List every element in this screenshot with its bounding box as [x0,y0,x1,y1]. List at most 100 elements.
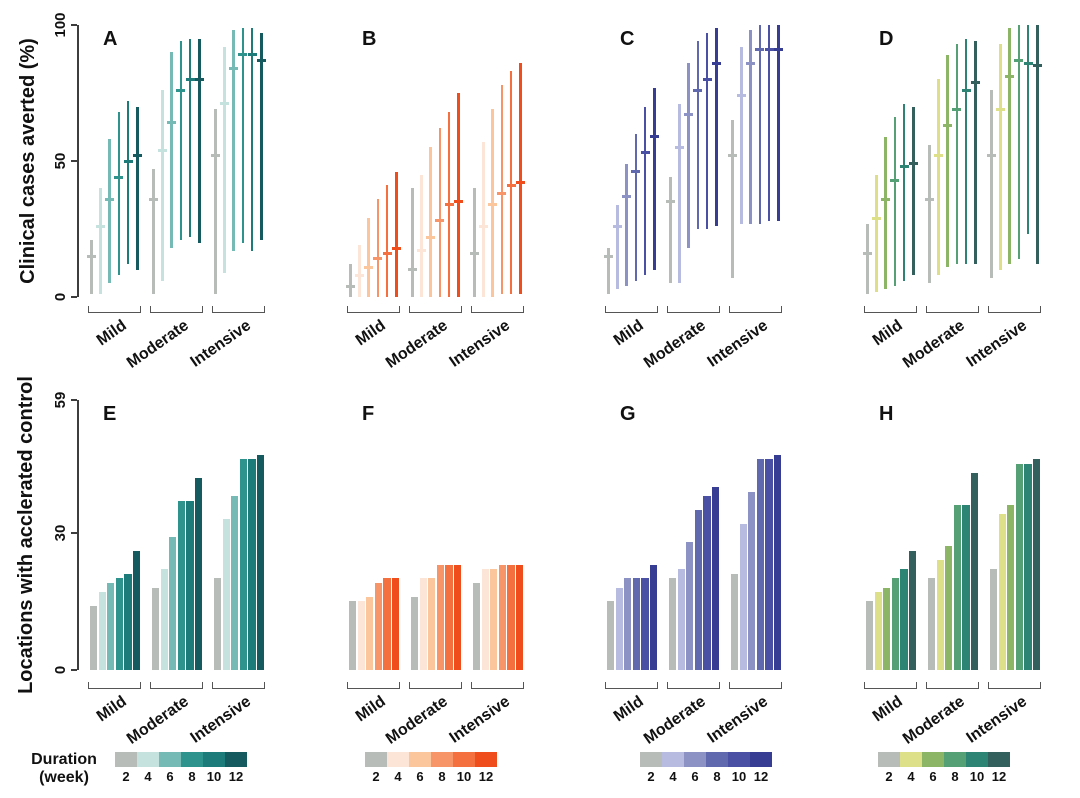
error-bar [749,30,752,224]
error-bar-center [105,197,115,201]
error-bar [152,169,155,295]
error-bar [964,38,968,265]
bar [641,578,649,670]
bar [765,459,773,670]
error-bar [108,139,111,284]
bar [669,578,677,670]
error-bar-center [675,145,684,149]
y-axis-title-bottom: Locations with acclerated control [15,376,37,694]
group-bracket [471,682,524,689]
error-bar [411,188,414,297]
group-bracket [409,682,462,689]
error-bar-center [176,88,186,92]
error-bar [678,103,681,284]
error-bar [198,38,201,243]
error-bar [937,79,940,276]
bar [900,569,908,670]
bar [195,477,203,670]
error-bar [990,90,993,278]
error-bar [875,174,878,292]
error-bar-center [693,88,703,92]
error-bar [385,185,389,297]
group-bracket [926,306,979,313]
legend-tick-label: 10 [731,769,747,784]
error-bar [643,106,647,276]
legend-title-line1: Duration [31,751,97,768]
bar [186,500,194,670]
bar [774,454,782,670]
legend-swatch [181,752,203,767]
error-bar-center [1032,64,1042,68]
error-bar-center [702,77,712,81]
legend-tick-label: 10 [206,769,222,784]
group-label: Mild [869,317,906,350]
group-label: Moderate [899,693,968,748]
error-bar-center [453,200,463,204]
error-bar-center [622,194,632,198]
bar [481,569,489,670]
y-axis-tick [71,669,77,671]
error-bar [946,54,949,268]
error-bar-center [86,254,96,258]
error-bar-center [391,246,401,250]
group-bracket [667,306,720,313]
error-bar-center [872,216,881,220]
bar [1007,505,1015,670]
legend-swatch [706,752,728,767]
error-bar [117,112,121,276]
legend-swatch [431,752,453,767]
y-axis-line [76,25,79,297]
bar [498,564,506,670]
group-label: Intensive [963,693,1030,747]
error-bar [99,188,102,295]
error-bar [669,177,672,284]
error-bar-center [488,203,498,207]
error-bar [367,218,370,297]
legend-tick-label: 4 [394,769,402,784]
error-bar [241,27,245,243]
error-bar-center [407,268,417,272]
bar [124,573,132,670]
error-bar [457,93,460,297]
error-bar [188,38,192,238]
group-label: Moderate [899,317,968,372]
error-bar [740,46,743,224]
legend-tick-label: 2 [372,769,380,784]
error-bar-center [355,273,364,277]
legend-swatch [409,752,431,767]
bar [756,459,764,670]
bar [928,578,936,670]
legend-swatch [203,752,225,767]
panel-letter: H [879,403,894,425]
bar [731,573,739,670]
error-bar-center [345,284,355,288]
error-bar-center [194,77,204,81]
bar [712,486,720,670]
bar [490,569,498,670]
bar [936,560,944,670]
panel-letter: E [103,403,117,425]
panel-letter: B [362,28,377,50]
error-bar [429,147,432,297]
error-bar-center [1023,61,1033,65]
error-bar-center [996,107,1005,111]
error-bar-center [238,53,248,57]
error-bar [999,44,1002,270]
bar [1033,459,1041,670]
bar [419,578,427,670]
error-bar [866,223,869,295]
y-axis-tick [71,24,77,26]
bar [1015,464,1023,670]
legend-tick-label: 2 [647,769,655,784]
bar [392,578,400,670]
error-bar [161,90,164,281]
error-bar [653,87,656,270]
bar [891,578,899,670]
bar [115,578,123,670]
error-bar-center [444,203,454,207]
y-axis-tick [71,296,77,298]
bar [998,514,1006,670]
error-bar [420,174,423,297]
bar [177,500,185,670]
